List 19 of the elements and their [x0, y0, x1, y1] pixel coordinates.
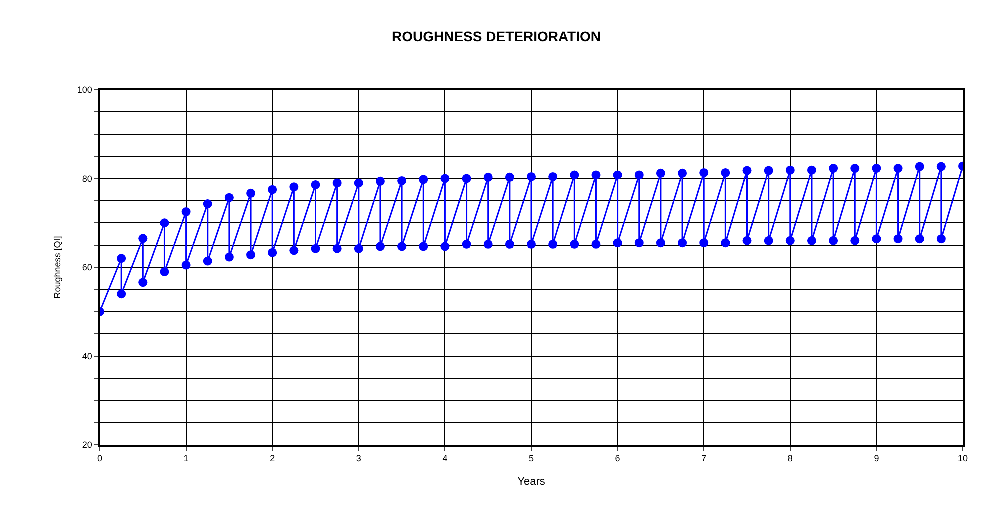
x-tick-label: 7 [702, 454, 707, 464]
x-tick-label: 8 [788, 454, 793, 464]
y-tick-label: 60 [82, 262, 92, 273]
y-tick-label: 20 [82, 440, 92, 450]
y-tick-label: 100 [77, 85, 92, 96]
x-tick-label: 1 [184, 454, 189, 464]
y-tick-label: 40 [82, 351, 92, 362]
x-tick-label: 0 [97, 454, 103, 464]
x-tick-label: 5 [528, 454, 534, 464]
y-tick-label: 80 [82, 174, 92, 184]
x-axis-title: Years [518, 476, 546, 488]
x-tick-label: 6 [615, 454, 620, 464]
chart-title: ROUGHNESS DETERIORATION [392, 28, 601, 44]
y-axis-title: Roughness [QI] [52, 236, 62, 299]
x-tick-label: 9 [874, 454, 880, 464]
x-tick-label: 2 [270, 454, 276, 464]
x-tick-label: 10 [958, 454, 968, 464]
x-tick-label: 3 [356, 454, 362, 464]
x-tick-label: 4 [442, 454, 448, 464]
